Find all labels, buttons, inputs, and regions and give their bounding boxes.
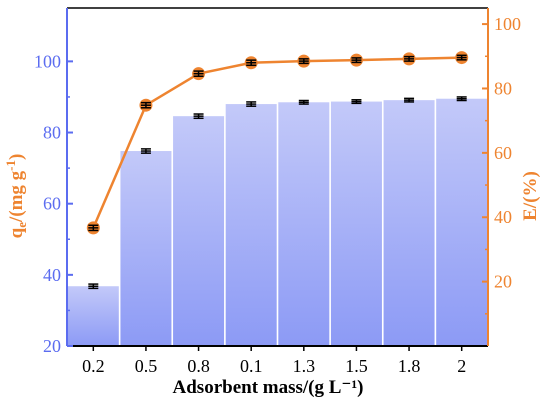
bar-3 xyxy=(225,104,277,346)
bar-error-2 xyxy=(193,113,204,120)
bar-error-6 xyxy=(404,97,415,103)
bar-0 xyxy=(67,286,119,346)
left-tick-label-4: 100 xyxy=(34,51,61,71)
efficiency-error-5 xyxy=(351,57,362,64)
left-tick-label-3: 80 xyxy=(43,123,61,143)
axes-layer xyxy=(66,7,489,351)
left-tick-label-1: 40 xyxy=(43,265,61,285)
left-axis-title: qe/(mg g-1) xyxy=(3,154,29,239)
x-tick-label-2: 0.8 xyxy=(187,356,210,376)
bar-error-5 xyxy=(351,99,362,105)
bar-2 xyxy=(173,116,225,346)
x-tick-label-0: 0.2 xyxy=(82,356,105,376)
efficiency-error-2 xyxy=(193,70,204,77)
left-axis-title-rest: /(mg g xyxy=(6,170,27,223)
right-tick-label-2: 60 xyxy=(494,143,512,163)
bar-1 xyxy=(120,151,172,346)
efficiency-error-6 xyxy=(404,55,415,62)
line-layer xyxy=(86,51,469,235)
left-axis-title-sub: e xyxy=(14,222,29,228)
left-axis-title-close: ) xyxy=(6,154,27,160)
x-tick-label-1: 0.5 xyxy=(135,356,158,376)
left-axis-title-sup: -1 xyxy=(3,160,18,171)
efficiency-error-7 xyxy=(456,54,467,61)
right-tick-label-0: 20 xyxy=(494,272,512,292)
x-tick-label-6: 1.8 xyxy=(398,356,421,376)
bar-error-7 xyxy=(456,96,467,102)
left-tick-label-0: 20 xyxy=(43,336,61,356)
efficiency-line xyxy=(92,56,462,229)
x-tick-label-5: 1.5 xyxy=(345,356,368,376)
efficiency-error-4 xyxy=(298,58,309,65)
bar-error-3 xyxy=(246,101,257,107)
right-tick-label-3: 80 xyxy=(494,78,512,98)
efficiency-error-3 xyxy=(246,59,257,67)
bar-5 xyxy=(330,101,382,346)
bar-4 xyxy=(278,102,330,346)
x-tick-label-7: 2 xyxy=(457,356,466,376)
bar-7 xyxy=(436,98,488,346)
bar-error-0 xyxy=(88,283,99,290)
labels-layer: 20 40 60 80 100 20 40 60 80 100 0.2 0.5 0.8 0.1 1.3 1.5… xyxy=(34,14,521,376)
left-axis-title-main: q xyxy=(6,227,27,238)
efficiency-error-0 xyxy=(88,224,99,232)
bar-error-1 xyxy=(140,148,151,154)
right-axis-title: E/(%) xyxy=(520,171,541,221)
right-tick-label-1: 40 xyxy=(494,207,512,227)
efficiency-error-1 xyxy=(140,101,151,109)
bars-layer xyxy=(67,96,488,346)
left-tick-label-2: 60 xyxy=(43,194,61,214)
bar-error-4 xyxy=(298,99,309,105)
x-tick-label-3: 0.1 xyxy=(240,356,263,376)
bar-6 xyxy=(383,100,435,346)
right-tick-label-4: 100 xyxy=(494,14,521,34)
x-tick-label-4: 1.3 xyxy=(293,356,316,376)
x-axis-title: Adsorbent mass/(g L⁻¹) xyxy=(173,377,364,398)
